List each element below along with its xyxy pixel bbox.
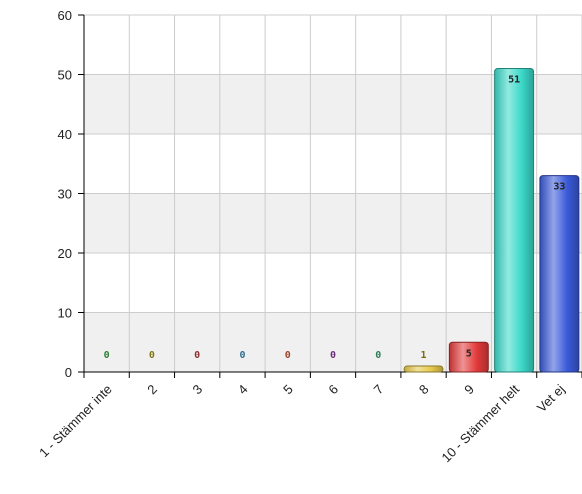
bar (494, 68, 535, 373)
data-label: 51 (508, 75, 520, 86)
grid-band (84, 15, 582, 75)
data-label: 0 (104, 350, 110, 361)
y-tick-label: 50 (58, 68, 72, 83)
data-label: 5 (466, 348, 472, 359)
bar (403, 365, 444, 373)
data-label: 0 (285, 350, 291, 361)
bar (448, 341, 489, 373)
y-tick-label: 60 (58, 8, 72, 23)
y-tick-label: 0 (65, 365, 72, 380)
data-label: 0 (149, 350, 155, 361)
x-tick-label: 5 (280, 382, 296, 398)
x-tick-label: 4 (235, 382, 251, 398)
data-label: 0 (330, 350, 336, 361)
bar (539, 175, 580, 373)
x-tick-label: 3 (190, 382, 206, 398)
y-tick-label: 30 (58, 187, 72, 202)
y-tick-label: 10 (58, 306, 72, 321)
data-labels: 0 0 0 0 0 0 0 1 5 51 33 (104, 75, 566, 361)
x-tick-label: 6 (325, 382, 341, 398)
x-tick-label: 1 - Stämmer inte (36, 382, 115, 461)
y-tick-label: 40 (58, 127, 72, 142)
x-tick-label: 10 - Stämmer helt (439, 381, 523, 465)
y-axis-ticks: 0 10 20 30 40 50 60 (58, 8, 84, 380)
x-axis-ticks: 1 - Stämmer inte 2 3 4 5 6 7 8 910 - Stämmer hel… (36, 372, 582, 465)
y-tick-label: 20 (58, 246, 72, 261)
bars (403, 68, 580, 373)
x-tick-label: 7 (371, 382, 387, 398)
x-tick-label: Vet ej (534, 381, 568, 415)
x-tick-label: 2 (144, 382, 160, 398)
data-label: 33 (553, 182, 565, 193)
x-tick-label: 8 (416, 382, 432, 398)
data-label: 0 (375, 350, 381, 361)
data-label: 0 (239, 350, 245, 361)
x-tick-label: 9 (461, 382, 477, 398)
data-label: 0 (194, 350, 200, 361)
data-label: 1 (421, 350, 427, 361)
